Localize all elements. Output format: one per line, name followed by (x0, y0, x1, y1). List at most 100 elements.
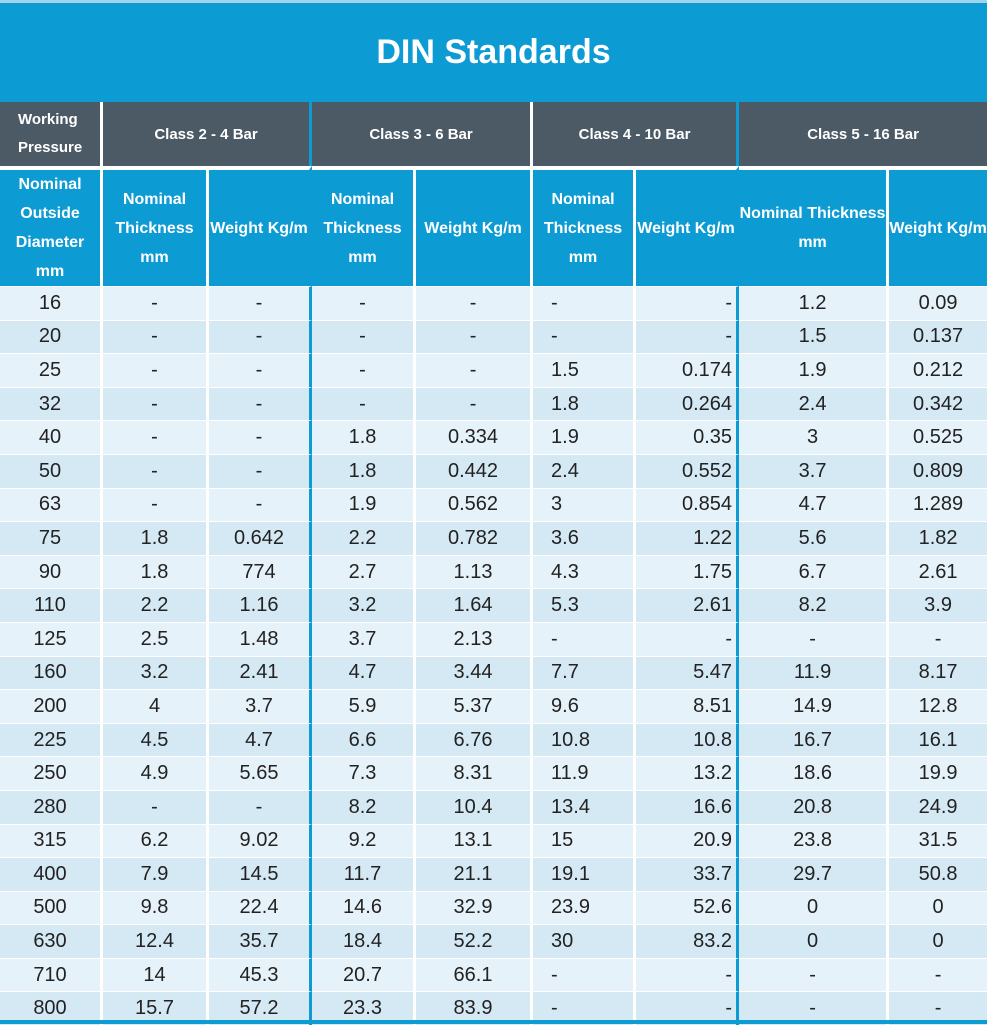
cell-outside-diameter: 400 (0, 857, 103, 891)
cell-class5-thickness: 3.7 (739, 453, 890, 488)
table-row: 225 4.5 4.7 6.6 6.76 10.8 10.8 16.7 16.1 (0, 722, 987, 757)
cell-class4-thickness: 3 (533, 487, 637, 522)
cell-class5-weight: 3.9 (889, 588, 987, 622)
cell-class4-weight: 0.552 (636, 453, 740, 488)
cell-class4-weight: 0.854 (636, 487, 740, 522)
cell-class5-thickness: 6.7 (739, 554, 890, 589)
cell-class5-weight: 0 (889, 890, 987, 925)
cell-class3-weight: - (416, 286, 534, 320)
table-row: 16- - - - - -1.2 0.09 (0, 286, 987, 320)
cell-class4-weight: 0.264 (636, 386, 740, 421)
cell-class2-thickness: 15.7 (103, 991, 209, 1025)
cell-class5-weight: 0.09 (889, 286, 987, 320)
cell-class5-thickness: 2.4 (739, 386, 890, 421)
cell-class5-thickness: 0 (739, 924, 890, 958)
cell-class2-weight: 774 (209, 554, 313, 589)
cell-class5-thickness: 8.2 (739, 588, 890, 622)
cell-class2-weight: 4.7 (209, 722, 313, 757)
cell-class4-weight: - (636, 991, 740, 1025)
cell-class3-thickness: 7.3 (312, 756, 417, 790)
cell-class3-weight: 83.9 (416, 991, 534, 1025)
cell-class2-weight: - (209, 420, 313, 454)
cell-class4-thickness: 1.9 (533, 420, 637, 454)
cell-class4-weight: 33.7 (636, 857, 740, 891)
cell-class4-thickness: 23.9 (533, 890, 637, 925)
cell-class4-thickness: 30 (533, 924, 637, 958)
cell-class2-thickness: 9.8 (103, 890, 209, 925)
cell-class4-weight: 5.47 (636, 655, 740, 690)
cell-class3-weight: 1.13 (416, 554, 534, 589)
cell-class2-weight: 9.02 (209, 823, 313, 858)
cell-class2-thickness: 3.2 (103, 655, 209, 690)
col-header-class2-weight: Weight Kg/m (209, 166, 313, 286)
cell-class2-thickness: 7.9 (103, 857, 209, 891)
cell-class3-thickness: 1.8 (312, 420, 417, 454)
class-4-header: Class 4 - 10 Bar (533, 102, 740, 166)
cell-class2-weight: 3.7 (209, 689, 313, 723)
cell-class5-weight: 16.1 (889, 722, 987, 757)
cell-class2-thickness: - (103, 386, 209, 421)
cell-class3-thickness: 20.7 (312, 957, 417, 992)
cell-outside-diameter: 90 (0, 554, 103, 589)
cell-class4-weight: - (636, 319, 740, 354)
cell-class5-weight: 0 (889, 924, 987, 958)
cell-class3-thickness: 9.2 (312, 823, 417, 858)
cell-class3-thickness: 11.7 (312, 857, 417, 891)
cell-outside-diameter: 250 (0, 756, 103, 790)
cell-outside-diameter: 125 (0, 621, 103, 656)
cell-class4-thickness: - (533, 621, 637, 656)
cell-class3-thickness: 3.2 (312, 588, 417, 622)
cell-outside-diameter: 225 (0, 722, 103, 757)
cell-class2-thickness: - (103, 789, 209, 824)
cell-outside-diameter: 800 (0, 991, 103, 1025)
cell-class5-weight: 24.9 (889, 789, 987, 824)
cell-class5-thickness: 16.7 (739, 722, 890, 757)
table-row: 63- -1.9 0.562 3 0.854 4.7 1.289 (0, 487, 987, 522)
cell-outside-diameter: 50 (0, 453, 103, 488)
cell-class5-thickness: 0 (739, 890, 890, 925)
cell-class4-weight: 13.2 (636, 756, 740, 790)
cell-class2-weight: 22.4 (209, 890, 313, 925)
cell-class2-thickness: 1.8 (103, 521, 209, 555)
cell-class4-thickness: - (533, 991, 637, 1025)
cell-class2-weight: - (209, 353, 313, 387)
cell-outside-diameter: 110 (0, 588, 103, 622)
cell-class3-thickness: 2.2 (312, 521, 417, 555)
table-row: 40- -1.8 0.334 1.9 0.35 3 0.525 (0, 420, 987, 454)
table-row: 160 3.2 2.41 4.7 3.44 7.7 5.47 11.9 8.17 (0, 655, 987, 690)
cell-class4-thickness: 10.8 (533, 722, 637, 757)
table-row: 250 4.9 5.65 7.3 8.31 11.9 13.2 18.6 19.9 (0, 756, 987, 790)
table-row: 500 9.8 22.4 14.6 32.9 23.9 52.6 0 0 (0, 890, 987, 925)
cell-class4-weight: - (636, 957, 740, 992)
cell-class4-thickness: 3.6 (533, 521, 637, 555)
cell-class5-thickness: 14.9 (739, 689, 890, 723)
cell-class2-weight: - (209, 286, 313, 320)
cell-class2-weight: - (209, 319, 313, 354)
cell-class2-weight: - (209, 487, 313, 522)
table-row: 400 7.9 14.5 11.7 21.1 19.1 33.7 29.7 50.8 (0, 857, 987, 891)
cell-outside-diameter: 25 (0, 353, 103, 387)
cell-class5-weight: 31.5 (889, 823, 987, 858)
cell-class3-weight: 3.44 (416, 655, 534, 690)
cell-class2-thickness: 6.2 (103, 823, 209, 858)
cell-class3-weight: 10.4 (416, 789, 534, 824)
table-body: 16- - - - - -1.2 0.09 20- - - - - -1.5 0.137 25- - - -1.5… (0, 286, 987, 1025)
table-row: 800 15.7 57.2 23.3 83.9- - - - (0, 991, 987, 1025)
cell-class4-thickness: 1.8 (533, 386, 637, 421)
cell-class5-weight: 0.525 (889, 420, 987, 454)
cell-class3-thickness: - (312, 386, 417, 421)
cell-class5-thickness: 11.9 (739, 655, 890, 690)
cell-class2-thickness: 1.8 (103, 554, 209, 589)
col-header-class4-weight: Weight Kg/m (636, 166, 740, 286)
cell-class4-thickness: 7.7 (533, 655, 637, 690)
cell-class2-weight: 5.65 (209, 756, 313, 790)
cell-class4-thickness: 4.3 (533, 554, 637, 589)
cell-outside-diameter: 16 (0, 286, 103, 320)
table-row: 710 14 45.3 20.7 66.1- - - - (0, 957, 987, 992)
cell-class2-thickness: - (103, 286, 209, 320)
cell-outside-diameter: 63 (0, 487, 103, 522)
cell-class3-weight: 2.13 (416, 621, 534, 656)
cell-class5-thickness: 23.8 (739, 823, 890, 858)
cell-class4-thickness: - (533, 319, 637, 354)
col-header-class2-thickness: Nominal Thickness mm (103, 166, 209, 286)
